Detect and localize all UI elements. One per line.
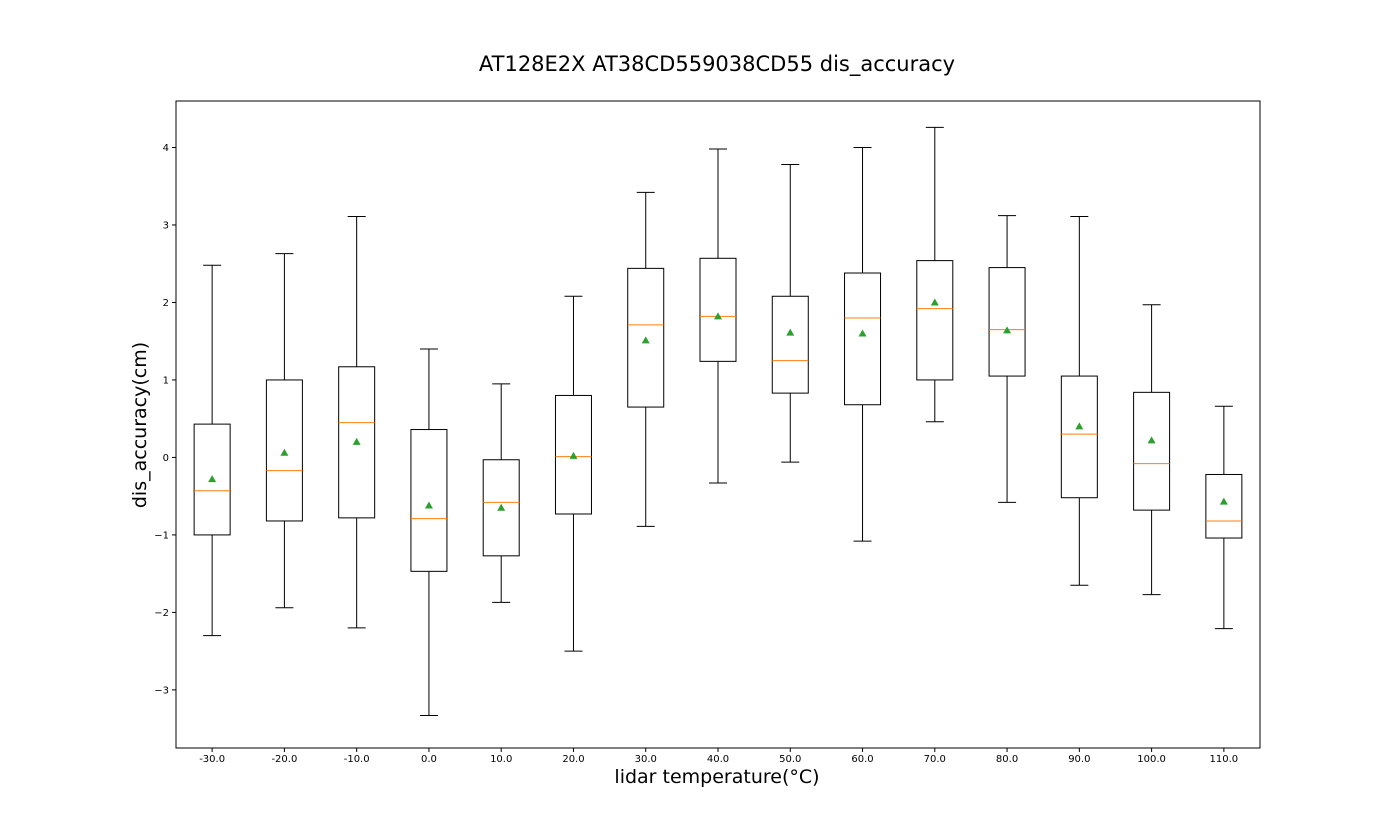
x-tick-label: 100.0 [1137,754,1166,765]
box-0.0 [410,348,448,716]
box-30.0 [627,191,665,527]
x-tick-label: -30.0 [199,754,225,765]
y-tick-label: 0 [163,453,169,464]
box-70.0 [916,126,954,423]
y-axis-label: dis_accuracy(cm) [129,342,151,508]
mean-marker [424,501,433,509]
y-tick-label: −3 [154,685,169,696]
iqr-box [916,260,954,381]
box-80.0 [988,215,1026,503]
iqr-box [771,295,809,394]
x-tick-label: 50.0 [779,754,801,765]
y-axis: −3 −2 −1 0 1 2 3 4 [154,143,176,696]
box--20.0 [265,253,303,609]
x-tick-label: 30.0 [635,754,657,765]
iqr-box [338,366,376,519]
y-tick-label: 1 [163,375,169,386]
box-90.0 [1060,215,1098,586]
mean-marker [280,448,289,456]
mean-marker [1147,436,1156,444]
mean-marker [786,328,795,336]
x-tick-label: -10.0 [344,754,370,765]
x-tick-label: -20.0 [271,754,297,765]
mean-marker [352,437,361,445]
mean-marker [641,336,650,344]
mean-marker [1219,497,1228,505]
x-tick-label: 80.0 [996,754,1018,765]
x-tick-label: 90.0 [1068,754,1090,765]
y-tick-label: 4 [163,143,169,154]
x-tick-label: 70.0 [924,754,946,765]
x-tick-label: 60.0 [851,754,873,765]
box-110.0 [1205,405,1243,630]
x-tick-label: 40.0 [707,754,729,765]
mean-marker [1075,422,1084,430]
mean-marker [714,312,722,320]
mean-marker [930,298,939,306]
iqr-box [1205,473,1243,539]
box--30.0 [193,264,231,637]
mean-marker [569,451,578,459]
boxes-layer [193,126,1243,716]
iqr-box [265,379,303,522]
iqr-box [844,272,882,406]
iqr-box [1133,391,1171,511]
box--10.0 [338,215,376,629]
x-tick-label: 10.0 [490,754,512,765]
iqr-box [988,267,1026,377]
x-tick-label: 0.0 [421,754,437,765]
y-tick-label: 2 [163,298,169,309]
box-100.0 [1133,304,1171,596]
x-axis: -30.0 -20.0 -10.0 0.0 10.0 20.0 30.0 40.0 50.0 60… [199,748,1238,765]
box-20.0 [554,295,592,652]
iqr-box [554,394,592,515]
mean-marker [208,475,217,483]
iqr-box [410,429,448,572]
y-tick-label: −1 [154,530,169,541]
iqr-box [482,459,520,557]
iqr-box [1060,375,1098,499]
iqr-box [699,257,737,362]
mean-marker [1003,326,1012,334]
iqr-box [627,267,665,408]
box-40.0 [699,148,737,484]
mean-marker [497,503,506,511]
chart-title: AT128E2X AT38CD559038CD55 dis_accuracy [479,52,955,77]
y-tick-label: 3 [163,220,169,231]
mean-marker [858,329,867,337]
box-60.0 [844,146,882,542]
x-tick-label: 110.0 [1210,754,1239,765]
box-50.0 [771,164,809,463]
x-tick-label: 20.0 [562,754,584,765]
iqr-box [193,423,231,536]
x-axis-label: lidar temperature(°C) [614,766,819,788]
y-tick-label: −2 [154,608,169,619]
box-10.0 [482,383,520,603]
